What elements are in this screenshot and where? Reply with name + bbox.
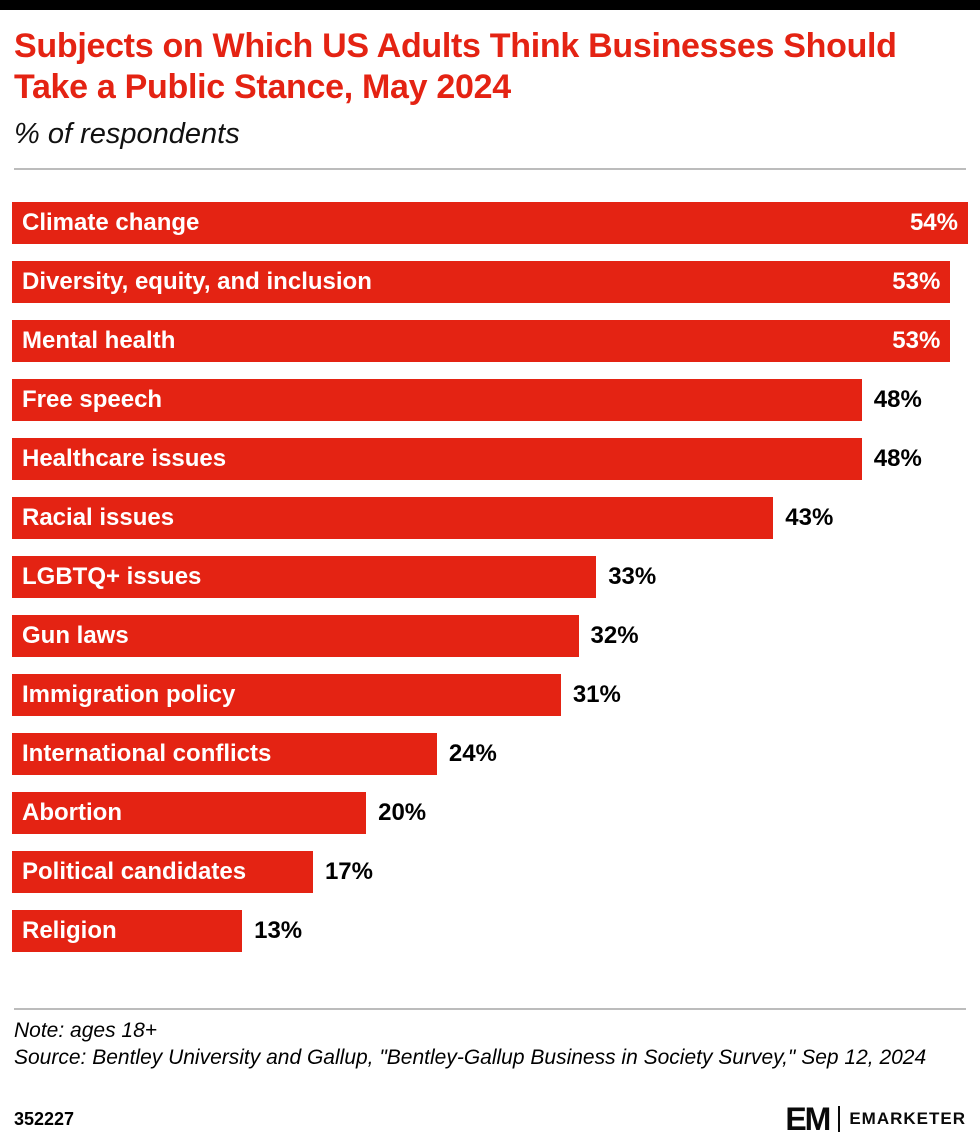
bar: Healthcare issues <box>12 437 862 480</box>
bar: Racial issues <box>12 496 774 539</box>
bar-value: 43% <box>785 503 834 531</box>
bar-row: Gun laws 32% <box>12 614 968 657</box>
bar-row: Political candidates 17% <box>12 850 968 893</box>
bar-chart: Climate change 54% Diversity, equity, and … <box>12 201 968 952</box>
bar-row: Mental health 53% <box>12 319 968 362</box>
bar-value: 20% <box>378 798 427 826</box>
bar: Gun laws <box>12 614 579 657</box>
bar: Immigration policy <box>12 673 561 716</box>
bar-row: Free speech 48% <box>12 378 968 421</box>
bar-label: Political candidates <box>22 857 247 885</box>
bar-value: 31% <box>572 680 621 708</box>
bar: Political candidates <box>12 850 313 893</box>
bar-label: Immigration policy <box>22 680 236 708</box>
bar-label: Religion <box>22 916 117 944</box>
bar-row: International conflicts 24% <box>12 732 968 775</box>
logo-divider <box>838 1106 841 1132</box>
bar: Climate change 54% <box>12 201 968 244</box>
notes: Note: ages 18+ Source: Bentley Universit… <box>14 1018 966 1072</box>
header-divider <box>14 167 966 170</box>
bar-value: 54% <box>909 208 958 236</box>
bar-value: 32% <box>590 621 639 649</box>
bar-label: Free speech <box>22 385 163 413</box>
bar-value: 48% <box>873 385 922 413</box>
bar-row: Climate change 54% <box>12 201 968 244</box>
bar-label: Diversity, equity, and inclusion <box>22 267 372 295</box>
bar-row: Religion 13% <box>12 909 968 952</box>
bar: International conflicts <box>12 732 437 775</box>
emarketer-logo-mark: EM <box>785 1101 831 1137</box>
bar-row: Immigration policy 31% <box>12 673 968 716</box>
bar-value: 17% <box>324 857 373 885</box>
bar: Religion <box>12 909 243 952</box>
bar-row: Healthcare issues 48% <box>12 437 968 480</box>
bar-value: 53% <box>892 326 941 354</box>
notes-divider <box>14 1007 966 1010</box>
emarketer-logo: EM EMARKETER <box>785 1103 966 1135</box>
bar-label: Healthcare issues <box>22 444 227 472</box>
chart-id: 352227 <box>14 1108 75 1129</box>
bar: Free speech <box>12 378 862 421</box>
bar-value: 53% <box>892 267 941 295</box>
bar-label: Racial issues <box>22 503 175 531</box>
bar-label: International conflicts <box>22 739 272 767</box>
header: Subjects on Which US Adults Think Busine… <box>0 10 980 152</box>
bar: Mental health 53% <box>12 319 951 362</box>
bar: Diversity, equity, and inclusion 53% <box>12 260 951 303</box>
bar-value: 33% <box>608 562 657 590</box>
bar-row: Diversity, equity, and inclusion 53% <box>12 260 968 303</box>
top-black-bar <box>0 0 980 10</box>
bar-row: Abortion 20% <box>12 791 968 834</box>
bar: Abortion <box>12 791 367 834</box>
bar-label: Gun laws <box>22 621 129 649</box>
bar-label: Abortion <box>22 798 122 826</box>
chart-subtitle: % of respondents <box>14 117 240 150</box>
chart-title: Subjects on Which US Adults Think Busine… <box>14 27 897 107</box>
note-text: Note: ages 18+ <box>14 1018 158 1042</box>
bar-value: 48% <box>873 444 922 472</box>
bar-label: LGBTQ+ issues <box>22 562 202 590</box>
bar-row: Racial issues 43% <box>12 496 968 539</box>
bar-value: 13% <box>254 916 303 944</box>
emarketer-logo-text: EMARKETER <box>849 1109 966 1128</box>
bar-label: Mental health <box>22 326 176 354</box>
bar-value: 24% <box>448 739 497 767</box>
bar-row: LGBTQ+ issues 33% <box>12 555 968 598</box>
footer: 352227 EM EMARKETER <box>0 1101 980 1145</box>
bar-label: Climate change <box>22 208 200 236</box>
source-text: Source: Bentley University and Gallup, "… <box>14 1045 927 1069</box>
bar: LGBTQ+ issues <box>12 555 597 598</box>
